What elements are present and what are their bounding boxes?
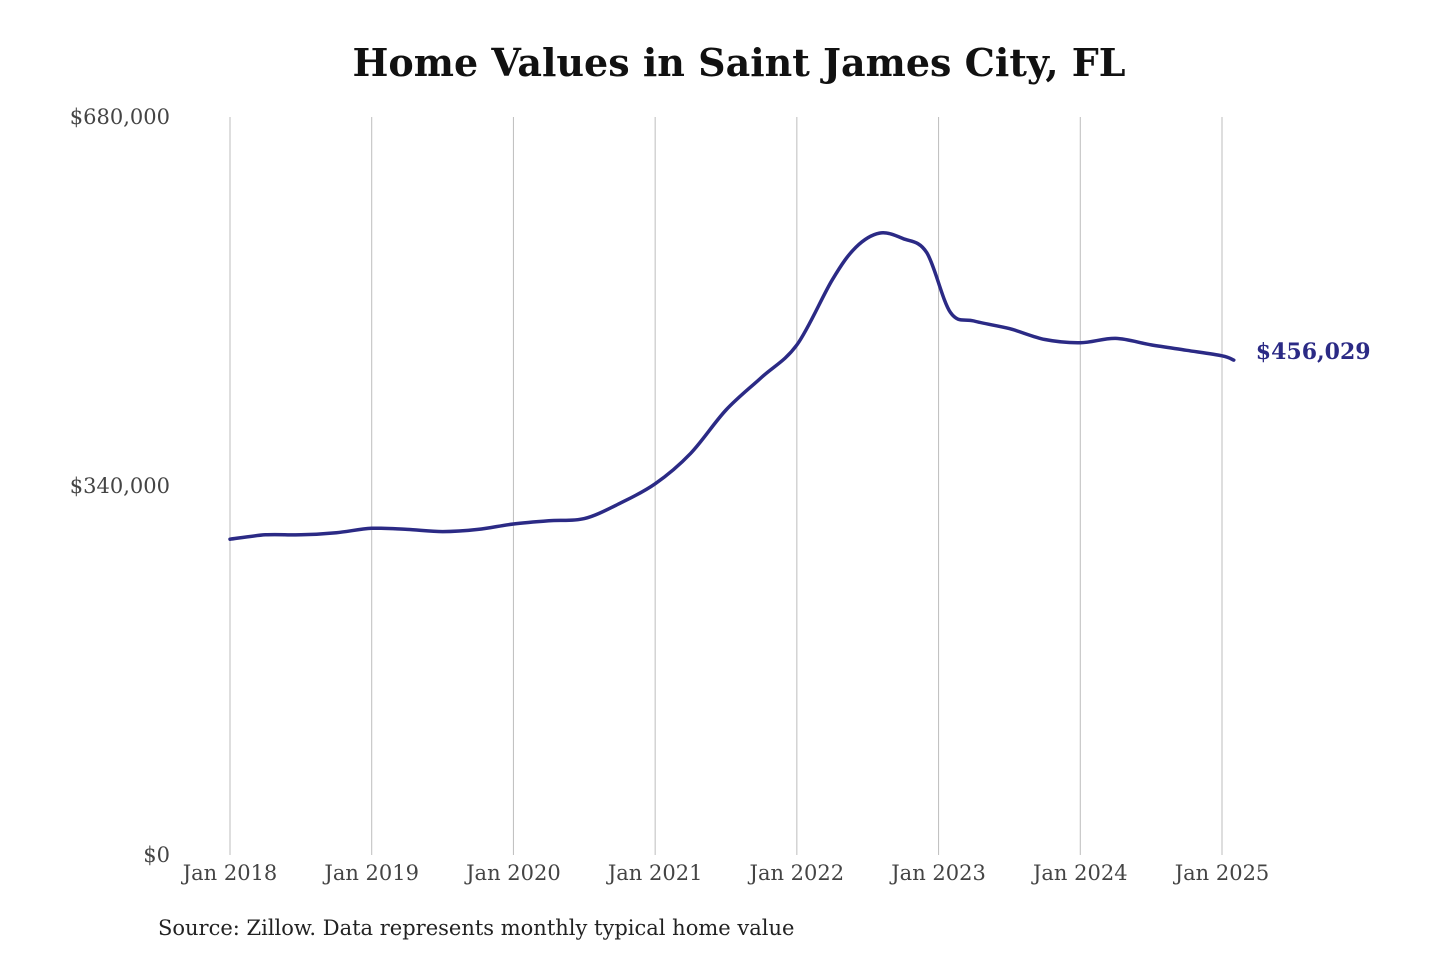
y-tick-label: $340,000 [70, 474, 170, 498]
chart-title: Home Values in Saint James City, FL [352, 40, 1126, 85]
end-value-label: $456,029 [1256, 339, 1371, 365]
y-tick-label: $0 [143, 843, 170, 867]
series-line [228, 231, 1236, 541]
series-layer [228, 231, 1236, 541]
x-tick-label: Jan 2023 [889, 861, 986, 885]
y-axis-ticks: $0 $340,000 $680,000 [70, 105, 170, 867]
end-label-layer: $456,029 [1256, 339, 1371, 365]
x-tick-label: Jan 2020 [464, 861, 561, 885]
gridlines [229, 117, 1223, 855]
y-tick-label: $680,000 [70, 105, 170, 129]
x-tick-label: Jan 2024 [1031, 861, 1128, 885]
x-tick-label: Jan 2021 [606, 861, 703, 885]
x-tick-label: Jan 2019 [322, 861, 419, 885]
x-axis-ticks: Jan 2018 Jan 2019 Jan 2020 Jan 2021 Jan 2022… [181, 861, 1270, 885]
x-tick-label: Jan 2025 [1173, 861, 1270, 885]
source-note: Source: Zillow. Data represents monthly … [158, 916, 795, 940]
x-tick-label: Jan 2022 [748, 861, 845, 885]
x-tick-label: Jan 2018 [181, 861, 278, 885]
